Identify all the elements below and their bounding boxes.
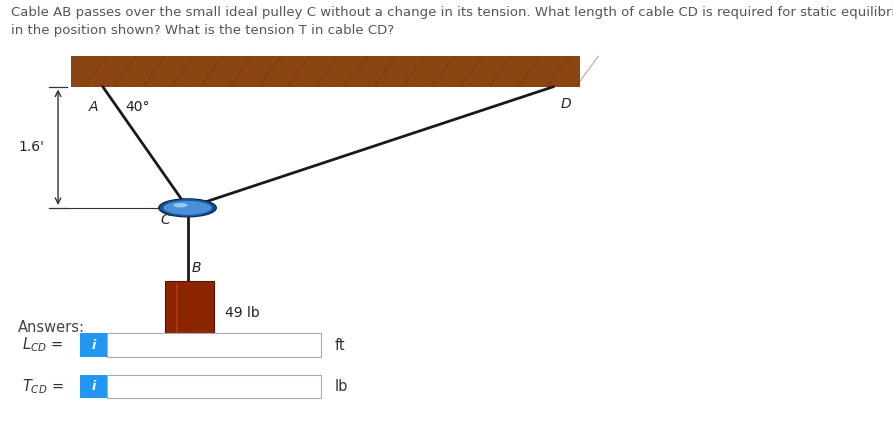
Text: C: C — [161, 213, 170, 227]
Text: lb: lb — [335, 379, 348, 394]
Text: i: i — [92, 380, 96, 393]
Ellipse shape — [173, 203, 188, 207]
Bar — [80, 333, 107, 357]
Bar — [165, 281, 214, 344]
Bar — [107, 375, 321, 398]
Text: in the position shown? What is the tension T in cable CD?: in the position shown? What is the tensi… — [11, 24, 394, 37]
Text: Cable AB passes over the small ideal pulley C without a change in its tension. W: Cable AB passes over the small ideal pul… — [11, 6, 893, 19]
Text: $L_{CD}$ =: $L_{CD}$ = — [22, 336, 63, 355]
Text: $T_{CD}$ =: $T_{CD}$ = — [22, 377, 64, 396]
Bar — [107, 333, 321, 357]
Ellipse shape — [159, 199, 216, 217]
Text: 1.6': 1.6' — [19, 140, 45, 154]
Text: 40°: 40° — [125, 100, 149, 113]
Text: Answers:: Answers: — [18, 320, 85, 336]
Text: 49 lb: 49 lb — [225, 306, 260, 320]
Bar — [80, 375, 107, 398]
Text: i: i — [92, 339, 96, 352]
Text: A: A — [88, 100, 98, 113]
Text: D: D — [561, 97, 572, 111]
Text: B: B — [192, 261, 202, 275]
Ellipse shape — [163, 200, 213, 216]
Text: ft: ft — [335, 338, 346, 352]
Bar — [71, 56, 580, 87]
